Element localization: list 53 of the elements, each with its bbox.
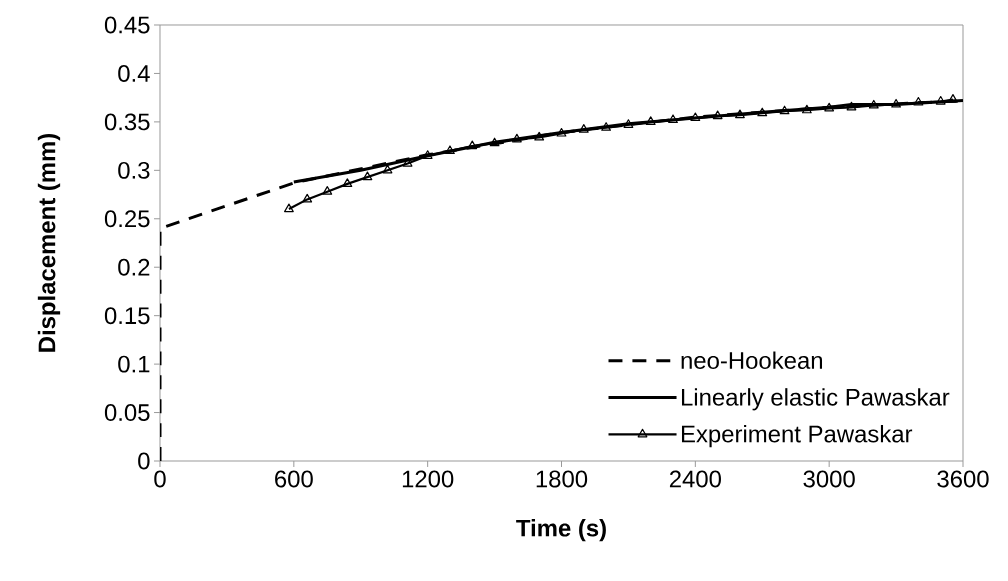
y-axis-title: Displacement (mm) <box>37 133 61 352</box>
point <box>382 164 393 174</box>
point <box>322 186 333 195</box>
point <box>868 99 879 109</box>
point <box>891 98 901 108</box>
point <box>578 124 589 133</box>
point <box>935 95 946 105</box>
point <box>735 109 745 119</box>
point <box>824 102 835 112</box>
legend-label: Experiment Pawaskar <box>681 424 913 448</box>
x-tick-label: 3000 <box>803 470 855 488</box>
point <box>645 116 656 125</box>
point <box>801 104 812 114</box>
x-tick-label: 0 <box>154 470 166 488</box>
y-tick-label: 0.35 <box>104 113 150 131</box>
y-tick-label: 0.2 <box>118 258 150 276</box>
legend-label: neo-Hookean <box>681 351 823 369</box>
y-tick-label: 0.45 <box>104 16 150 34</box>
point <box>601 122 612 131</box>
point <box>779 105 790 115</box>
point <box>342 178 353 187</box>
y-tick-label: 0 <box>138 452 150 470</box>
point <box>422 150 433 159</box>
y-tick-label: 0.1 <box>118 355 150 373</box>
point <box>690 112 701 122</box>
point <box>846 101 857 111</box>
point <box>712 110 723 120</box>
x-axis-title: Time (s) <box>516 519 606 542</box>
y-tick-label: 0.25 <box>104 210 150 228</box>
x-tick-label: 600 <box>275 470 313 488</box>
point <box>534 131 545 141</box>
legend-label: Linearly elastic Pawaskar <box>681 388 950 411</box>
x-tick-label: 1800 <box>536 470 588 488</box>
point <box>757 107 768 117</box>
y-tick-label: 0.05 <box>104 404 150 422</box>
x-tick-label: 3600 <box>937 470 989 488</box>
point <box>913 96 924 106</box>
y-tick-label: 0.3 <box>118 161 150 179</box>
y-tick-label: 0.4 <box>118 64 150 82</box>
x-tick-label: 1200 <box>402 470 454 488</box>
point <box>511 133 522 143</box>
y-tick-label: 0.15 <box>104 307 150 325</box>
point <box>284 203 294 213</box>
point <box>489 137 500 147</box>
point <box>362 171 373 181</box>
point <box>948 94 958 103</box>
point <box>556 127 567 137</box>
point <box>302 193 313 203</box>
x-tick-label: 2400 <box>669 470 721 488</box>
point <box>668 114 678 124</box>
point <box>445 145 455 155</box>
point <box>623 119 634 128</box>
point <box>467 140 478 150</box>
